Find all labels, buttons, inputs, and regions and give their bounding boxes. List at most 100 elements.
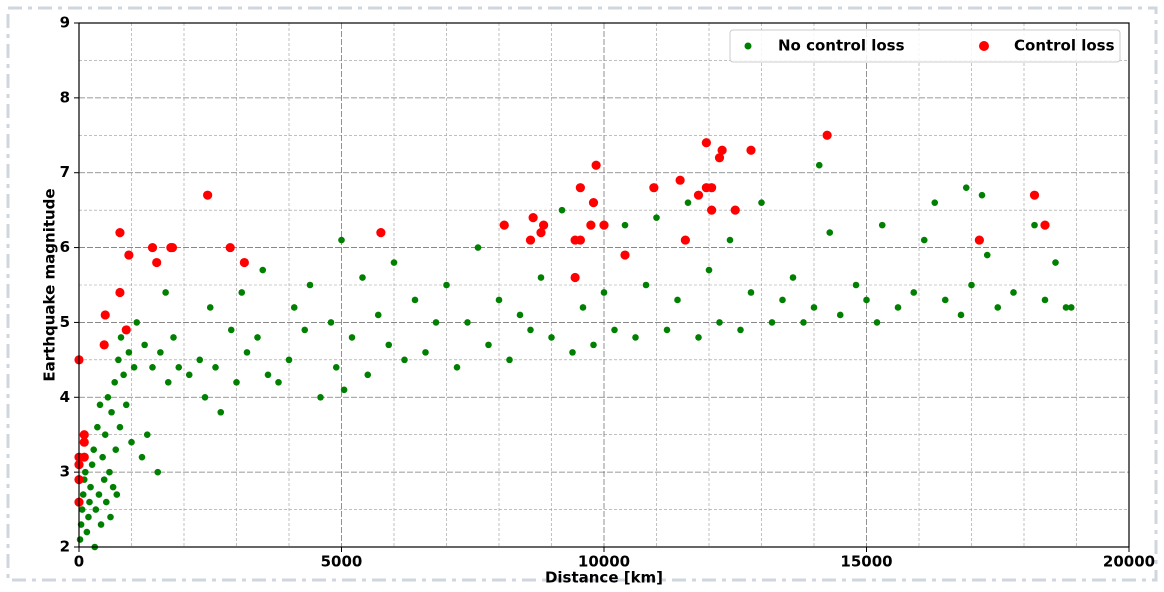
point: [239, 257, 249, 268]
point: [737, 326, 744, 334]
point: [693, 190, 704, 200]
legend-marker: [744, 42, 752, 50]
point: [632, 334, 639, 341]
point: [663, 326, 671, 334]
point: [717, 145, 727, 155]
point: [141, 341, 148, 349]
point: [149, 364, 156, 371]
point: [726, 236, 734, 244]
point: [536, 228, 546, 238]
point: [611, 326, 618, 334]
point: [558, 206, 566, 214]
point: [109, 483, 117, 491]
point: [233, 379, 240, 386]
point: [338, 236, 345, 244]
point: [962, 184, 970, 191]
point: [620, 250, 630, 260]
point: [203, 190, 213, 200]
point: [79, 452, 89, 462]
point: [138, 453, 146, 461]
point: [117, 334, 125, 341]
point: [878, 221, 886, 229]
point: [910, 289, 918, 296]
point: [800, 319, 807, 326]
point: [779, 296, 786, 304]
point: [196, 356, 204, 364]
point: [111, 379, 118, 386]
point: [327, 319, 335, 326]
point: [212, 364, 219, 371]
y-tick-label: 4: [60, 388, 70, 406]
point: [217, 408, 225, 416]
point: [495, 296, 503, 304]
point: [124, 250, 134, 260]
point: [167, 242, 178, 253]
point: [983, 251, 991, 259]
point: [836, 311, 844, 319]
point: [539, 220, 549, 230]
point: [290, 304, 298, 311]
point: [464, 319, 471, 326]
point: [621, 221, 629, 229]
point: [588, 198, 599, 208]
point: [978, 191, 986, 199]
point: [147, 242, 158, 253]
point: [599, 220, 609, 230]
point: [306, 281, 314, 289]
point: [1040, 220, 1050, 230]
point: [374, 311, 382, 319]
point: [133, 319, 141, 326]
point: [96, 401, 104, 409]
point: [106, 468, 113, 476]
point: [474, 244, 482, 251]
point: [125, 349, 133, 356]
point: [768, 319, 776, 326]
point: [128, 438, 135, 446]
point: [575, 183, 585, 193]
point: [100, 476, 108, 483]
point: [1029, 190, 1040, 200]
legend-marker: [979, 41, 989, 51]
point: [1067, 304, 1075, 311]
legend: No control loss Control loss: [729, 29, 1121, 63]
point: [85, 513, 92, 521]
point: [88, 461, 96, 468]
point: [747, 289, 755, 296]
point: [185, 371, 193, 379]
point: [225, 242, 235, 253]
y-axis-label: Earthquake magnitude: [41, 188, 59, 381]
point: [79, 491, 87, 498]
point: [115, 356, 122, 364]
point: [86, 498, 93, 506]
y-tick-label: 6: [60, 238, 70, 256]
point: [680, 235, 690, 245]
legend-label: No control loss: [778, 37, 905, 55]
point: [152, 257, 162, 268]
y-tick-label: 3: [60, 463, 70, 481]
point: [968, 281, 975, 289]
point: [238, 289, 246, 296]
point: [746, 145, 756, 155]
point: [115, 287, 125, 298]
point: [340, 386, 348, 394]
point: [122, 401, 130, 409]
point: [826, 229, 834, 236]
y-tick-label: 9: [60, 14, 70, 32]
point: [104, 393, 112, 401]
y-tick-label: 2: [60, 538, 70, 556]
point: [254, 334, 261, 341]
point: [815, 161, 823, 169]
point: [649, 183, 659, 193]
point: [101, 431, 109, 439]
point: [120, 371, 127, 379]
point: [100, 310, 110, 320]
point: [121, 325, 131, 335]
point: [586, 220, 596, 230]
point: [401, 356, 408, 364]
point: [569, 349, 576, 356]
point: [94, 423, 101, 431]
point: [516, 311, 524, 319]
point: [931, 199, 939, 206]
point: [443, 281, 450, 289]
